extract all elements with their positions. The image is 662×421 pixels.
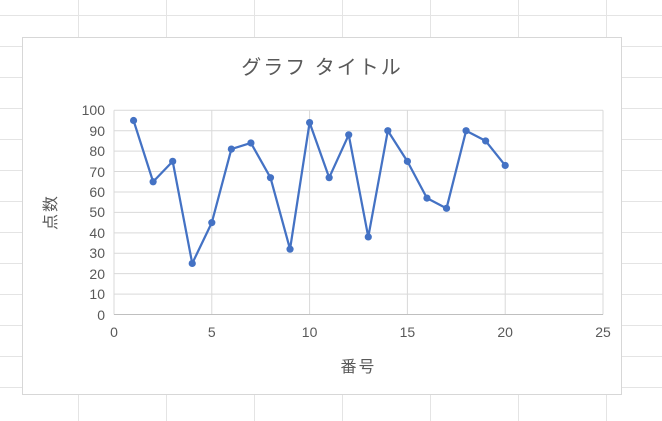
data-point-marker[interactable] [482, 137, 490, 145]
x-tick-label: 5 [207, 324, 216, 340]
data-point-marker[interactable] [286, 245, 294, 253]
data-point-marker[interactable] [462, 127, 470, 135]
chart-title[interactable]: グラフ タイトル [241, 57, 403, 79]
series-line[interactable] [132, 119, 507, 265]
data-point-marker[interactable] [208, 219, 216, 227]
y-tick-label: 80 [89, 143, 105, 160]
data-point-marker[interactable] [345, 131, 353, 139]
data-point-marker[interactable] [169, 157, 177, 165]
data-point-marker[interactable] [188, 259, 196, 268]
y-tick-label: 60 [89, 183, 105, 200]
x-axis-title[interactable]: 番号 [340, 359, 377, 376]
x-tick-label: 25 [595, 324, 611, 340]
data-point-marker[interactable] [364, 233, 372, 241]
data-point-marker[interactable] [403, 157, 411, 165]
data-point-marker[interactable] [227, 145, 235, 153]
y-tick-label: 100 [81, 102, 105, 119]
data-point-marker[interactable] [442, 204, 451, 212]
x-tick-label: 10 [301, 324, 318, 340]
data-point-marker[interactable] [149, 178, 157, 186]
x-tick-label: 0 [110, 324, 118, 340]
y-tick-label: 30 [89, 245, 105, 262]
data-point-marker[interactable] [266, 174, 275, 182]
chart[interactable]: グラフ タイトル 0 10 20 30 40 50 60 70 80 90 100 0 5 10 15 20… [22, 37, 622, 395]
data-point-marker[interactable] [325, 174, 333, 182]
plot-area[interactable] [23, 38, 623, 396]
y-tick-label: 0 [97, 306, 105, 323]
y-axis-title[interactable]: 点数 [43, 194, 60, 231]
data-point-marker[interactable] [423, 194, 431, 202]
x-tick-label: 15 [399, 324, 416, 340]
y-tick-label: 50 [89, 204, 105, 221]
data-point-marker[interactable] [247, 139, 255, 147]
y-tick-label: 90 [89, 122, 105, 139]
y-tick-label: 70 [89, 163, 105, 180]
data-point-marker[interactable] [384, 127, 392, 135]
data-point-marker[interactable] [306, 118, 314, 127]
y-tick-label: 40 [89, 224, 105, 241]
y-tick-label: 20 [89, 265, 105, 282]
data-point-marker[interactable] [129, 116, 138, 125]
y-tick-label: 10 [89, 286, 105, 303]
x-tick-label: 20 [497, 324, 513, 340]
data-point-marker[interactable] [501, 161, 509, 170]
